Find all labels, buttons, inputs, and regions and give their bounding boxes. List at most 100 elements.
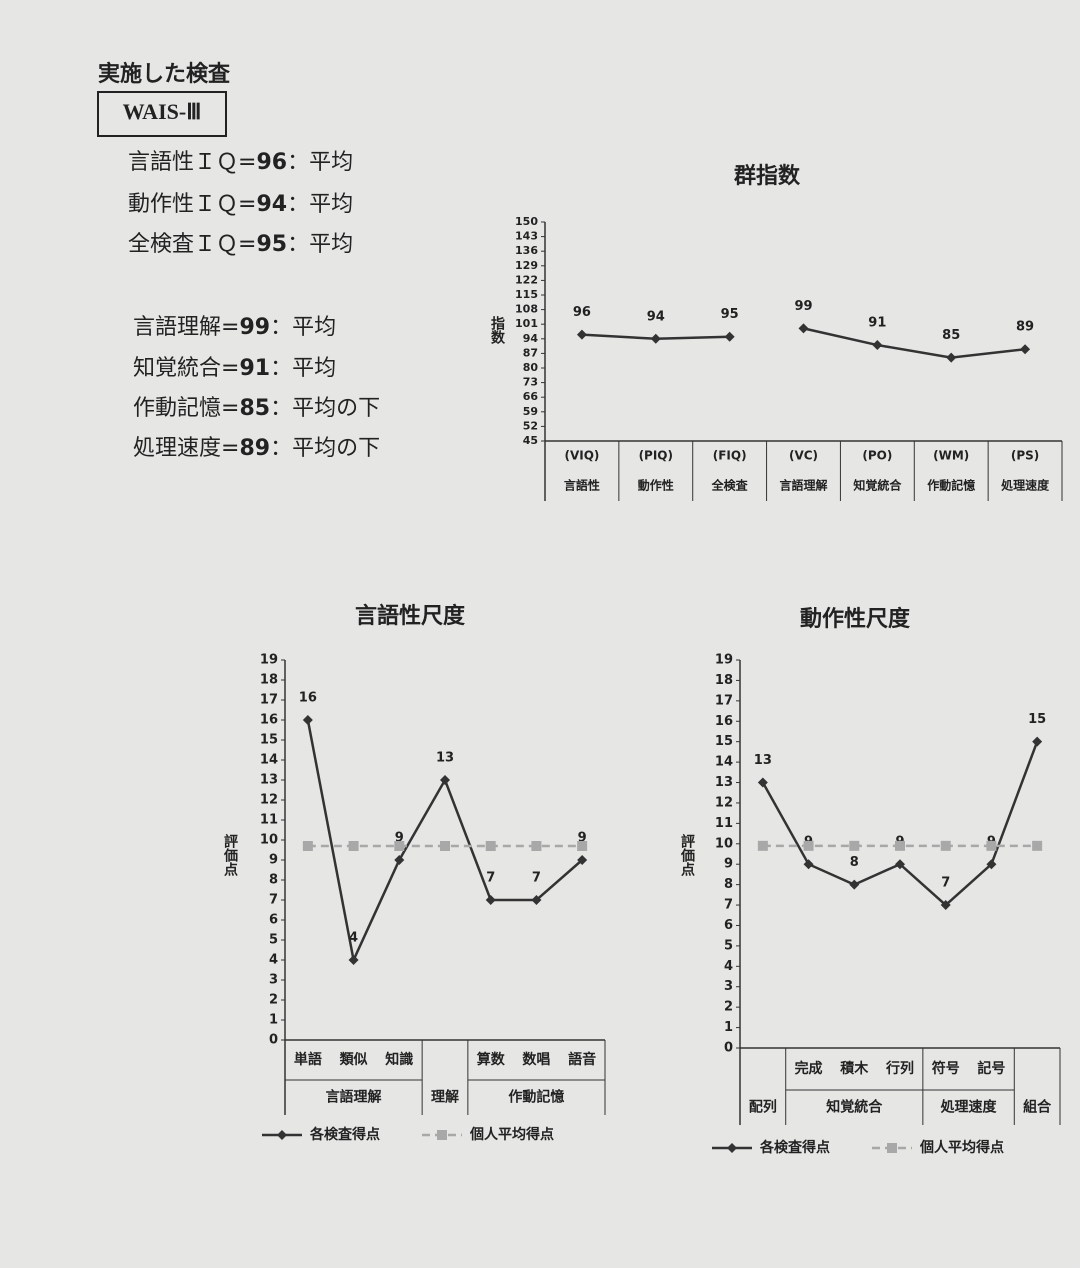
point <box>348 841 359 851</box>
legend-marker <box>887 1143 897 1153</box>
y-tick-label: 66 <box>523 390 539 403</box>
point <box>348 955 359 965</box>
data-label: 95 <box>721 307 739 322</box>
y-tick-label: 4 <box>724 959 733 974</box>
point <box>531 841 542 851</box>
point <box>986 859 997 870</box>
y-tick-label: 2 <box>724 1000 733 1015</box>
point <box>849 879 860 890</box>
chart-title: 群指数 <box>734 163 801 189</box>
y-tick-label: 9 <box>269 853 278 868</box>
legend-marker <box>437 1130 447 1140</box>
y-tick-label: 122 <box>515 273 538 286</box>
y-tick-label: 12 <box>260 793 278 808</box>
x-group-label: 作動記憶 <box>508 1089 564 1106</box>
point <box>940 840 951 851</box>
score-value: 95 <box>256 232 287 257</box>
x-tick-label: 知識 <box>385 1051 413 1068</box>
test-name: WAIS-Ⅲ <box>123 99 202 124</box>
score-label: 知覚統合= <box>133 356 239 381</box>
data-label: 8 <box>850 855 859 870</box>
point <box>986 840 997 851</box>
x-tick-label: 処理速度 <box>1000 478 1050 493</box>
x-code-label: (VIQ) <box>564 449 599 463</box>
y-tick-label: 45 <box>523 434 538 447</box>
y-tick-label: 17 <box>260 693 278 708</box>
y-axis-label: 評価点 <box>222 833 239 877</box>
y-tick-label: 101 <box>515 317 538 330</box>
score-label: 処理速度= <box>133 436 239 461</box>
point <box>849 840 860 851</box>
point <box>724 331 735 342</box>
point <box>576 329 587 340</box>
point <box>302 841 313 851</box>
point <box>798 323 809 334</box>
data-label: 96 <box>573 305 591 320</box>
data-label: 91 <box>868 316 886 331</box>
data-label: 4 <box>349 931 358 946</box>
score-rating: ：平均 <box>287 150 353 175</box>
point <box>650 333 661 344</box>
x-tick-label: 言語性 <box>564 478 600 493</box>
y-tick-label: 12 <box>715 795 733 810</box>
data-label: 94 <box>647 309 665 324</box>
score-line: 作動記憶=85：平均の下 <box>133 396 380 421</box>
y-tick-label: 7 <box>269 893 278 908</box>
y-tick-label: 52 <box>523 419 538 432</box>
chart: 動作性尺度評価点012345678910111213141516171819配列… <box>679 606 1061 1156</box>
data-label: 7 <box>532 871 541 886</box>
y-tick-label: 15 <box>260 733 278 748</box>
legend-label: 各検査得点 <box>759 1139 830 1156</box>
legend-label: 各検査得点 <box>309 1126 380 1143</box>
score-rating: ：平均の下 <box>270 396 380 421</box>
point <box>394 841 405 851</box>
x-code-label: (VC) <box>789 449 818 463</box>
score-label: 全検査ＩＱ= <box>128 232 256 257</box>
y-tick-label: 19 <box>715 653 733 668</box>
y-tick-label: 9 <box>724 857 733 872</box>
data-label: 9 <box>395 831 404 846</box>
point <box>394 855 405 865</box>
point <box>1032 736 1043 747</box>
y-tick-label: 59 <box>523 405 538 418</box>
y-tick-label: 16 <box>260 713 278 728</box>
score-rating: ：平均 <box>287 192 353 217</box>
x-group-label: 配列 <box>749 1099 777 1116</box>
y-tick-label: 8 <box>269 873 278 888</box>
y-tick-label: 4 <box>269 953 278 968</box>
x-tick-label: 数唱 <box>522 1051 550 1068</box>
y-tick-label: 115 <box>515 288 538 301</box>
y-tick-label: 10 <box>715 836 733 851</box>
x-tick-label: 記号 <box>977 1060 1005 1077</box>
point <box>946 352 957 363</box>
x-group-label: 組合 <box>1023 1099 1052 1116</box>
y-tick-label: 15 <box>715 734 733 749</box>
data-label: 7 <box>486 871 495 886</box>
point <box>440 841 450 851</box>
y-tick-label: 14 <box>260 753 278 768</box>
data-label: 13 <box>436 751 454 766</box>
point <box>940 900 951 911</box>
score-rating: ：平均の下 <box>270 436 380 461</box>
y-tick-label: 1 <box>724 1020 733 1035</box>
y-tick-label: 108 <box>515 303 538 316</box>
y-tick-label: 143 <box>515 230 538 243</box>
x-code-label: (PS) <box>1011 449 1039 463</box>
y-tick-label: 87 <box>523 346 538 359</box>
data-label: 15 <box>1028 712 1046 727</box>
x-tick-label: 行列 <box>885 1060 914 1077</box>
data-label: 85 <box>942 328 960 343</box>
y-tick-label: 0 <box>269 1033 278 1048</box>
x-tick-label: 動作性 <box>638 478 674 493</box>
point <box>803 840 814 851</box>
y-tick-label: 1 <box>269 1013 278 1028</box>
score-value: 85 <box>239 396 270 421</box>
y-tick-label: 19 <box>260 653 278 668</box>
y-tick-label: 14 <box>715 755 733 770</box>
score-line: 言語理解=99：平均 <box>133 315 336 340</box>
y-tick-label: 17 <box>715 693 733 708</box>
y-tick-label: 13 <box>715 775 733 790</box>
x-tick-label: 作動記憶 <box>927 478 975 493</box>
